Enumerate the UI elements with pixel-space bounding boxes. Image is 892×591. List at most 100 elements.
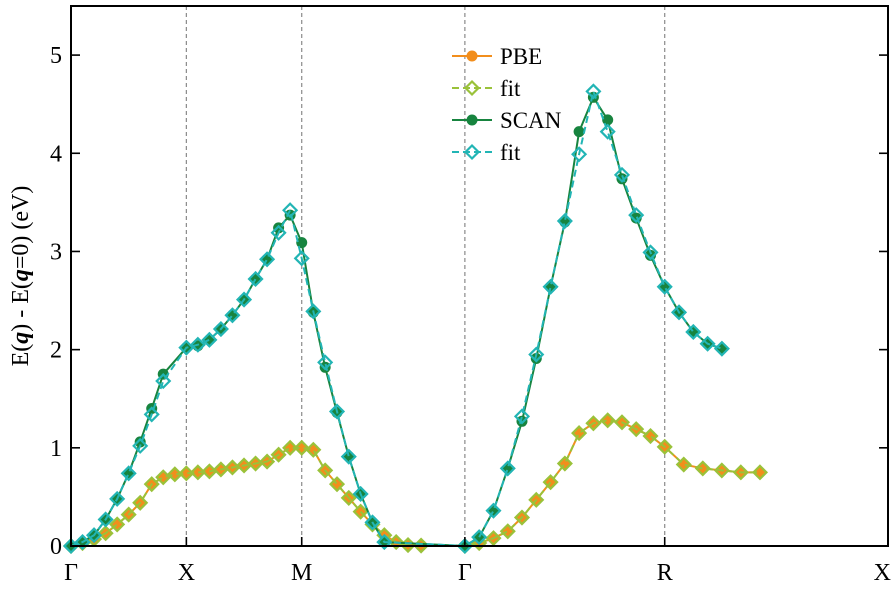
data-point — [571, 146, 588, 163]
data-point — [585, 83, 602, 100]
data-point — [155, 372, 172, 390]
data-point — [376, 534, 393, 551]
x-tick-label: X — [178, 560, 195, 586]
data-point — [642, 427, 659, 445]
data-point — [713, 462, 730, 479]
series-0 — [65, 414, 766, 552]
data-point — [699, 335, 716, 352]
series-1 — [62, 412, 769, 555]
data-point — [120, 465, 137, 482]
y-tick-label: 2 — [50, 338, 62, 364]
data-point — [259, 453, 276, 470]
data-point — [499, 460, 516, 477]
y-tick-label: 1 — [50, 436, 62, 462]
data-point — [270, 446, 287, 463]
legend: PBE fit SCAN fit — [452, 44, 562, 165]
legend-marker — [463, 143, 481, 161]
series-line — [70, 87, 723, 548]
data-point — [340, 448, 357, 465]
data-point — [317, 462, 334, 479]
data-point — [670, 304, 688, 321]
data-point — [499, 523, 516, 540]
data-point — [585, 415, 602, 432]
data-point — [178, 465, 195, 482]
data-point — [224, 307, 241, 324]
y-tick-label: 0 — [50, 534, 62, 560]
data-point — [628, 207, 645, 224]
data-point — [542, 278, 559, 295]
data-point — [62, 537, 80, 555]
data-point — [212, 320, 229, 338]
data-point — [189, 464, 206, 481]
y-axis-title-part-2: q — [8, 332, 34, 344]
data-point — [485, 530, 502, 547]
y-axis-title-part-5: =0) (eV) — [8, 186, 34, 270]
data-point — [305, 441, 322, 458]
y-axis-ticks: 0 1 2 3 4 5 — [50, 43, 888, 560]
data-point — [352, 503, 369, 520]
y-axis-title-part-4: q — [8, 269, 34, 281]
data-point — [109, 490, 126, 507]
y-axis-title-part-3: ) - E( — [8, 281, 34, 332]
legend-item: SCAN — [452, 108, 562, 133]
series-line — [70, 419, 760, 548]
plot-frame — [70, 5, 889, 547]
data-point — [456, 537, 473, 555]
legend-item: fit — [452, 76, 521, 101]
y-axis-title-part-1: E( — [8, 344, 34, 367]
data-point — [328, 476, 346, 493]
data-point — [247, 270, 264, 288]
data-point — [109, 516, 126, 533]
x-tick-label: Γ — [458, 560, 472, 586]
x-tick-label: X — [874, 560, 891, 586]
series-3 — [62, 83, 730, 555]
data-point — [571, 425, 588, 442]
legend-label: PBE — [500, 44, 542, 69]
legend-item: PBE — [452, 44, 542, 69]
data-point — [388, 534, 405, 551]
data-point — [751, 464, 769, 481]
data-point — [573, 126, 585, 138]
data-point — [352, 485, 369, 503]
legend-marker — [466, 114, 478, 126]
data-point — [528, 491, 545, 508]
y-tick-label: 5 — [50, 43, 62, 69]
data-point — [556, 455, 573, 472]
high-symmetry-lines — [185, 6, 666, 546]
data-point — [293, 250, 310, 267]
data-point — [132, 494, 149, 511]
data-point — [713, 340, 730, 357]
legend-marker — [463, 79, 481, 97]
data-point — [85, 527, 103, 544]
data-point — [132, 437, 149, 454]
data-point — [599, 412, 616, 429]
data-point — [675, 456, 692, 473]
data-point — [201, 331, 218, 348]
data-point — [143, 476, 160, 493]
data-point — [282, 202, 299, 219]
data-point — [485, 502, 502, 519]
data-point — [270, 224, 287, 241]
data-point — [340, 489, 357, 506]
data-point — [143, 406, 160, 423]
data-point — [305, 303, 322, 320]
legend-label: fit — [500, 76, 521, 101]
data-point — [685, 323, 702, 341]
data-point — [259, 251, 276, 268]
x-tick-label: R — [657, 560, 673, 586]
data-point — [296, 237, 308, 249]
y-axis-title: E(q) - E(q=0) (eV) — [8, 186, 34, 367]
data-point — [97, 511, 114, 528]
data-point — [656, 438, 673, 455]
data-point — [556, 212, 573, 230]
data-point — [317, 354, 334, 371]
y-tick-label: 4 — [50, 141, 62, 167]
data-point — [74, 534, 91, 551]
x-tick-label: Γ — [64, 560, 78, 586]
data-point — [293, 439, 310, 456]
y-tick-label: 3 — [50, 239, 62, 265]
data-point — [599, 123, 616, 140]
data-point — [120, 506, 137, 523]
